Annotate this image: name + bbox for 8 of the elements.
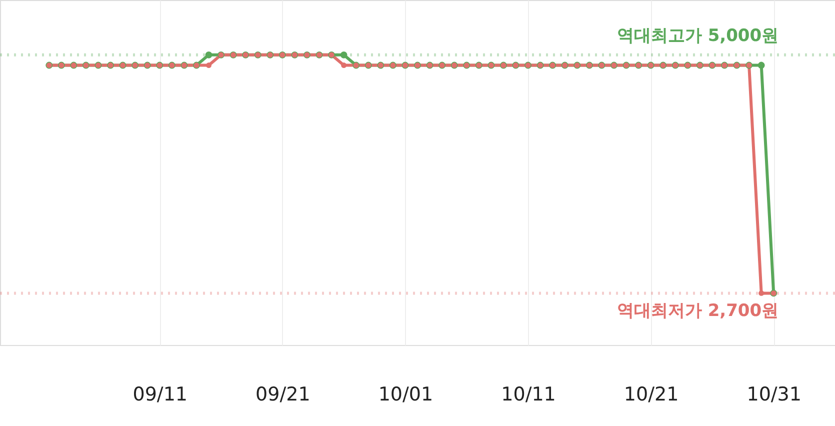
x-tick-label: 10/01 [378, 384, 434, 406]
ref-line-label: 역대최저가 2,700원 [616, 301, 779, 322]
x-tick-label: 10/21 [624, 384, 679, 406]
x-tick-label: 09/21 [256, 384, 310, 406]
x-tick-label: 10/11 [501, 384, 556, 406]
x-tick-label: 09/11 [132, 384, 188, 406]
x-tick-label: 10/31 [746, 384, 802, 406]
ref-line-label: 역대최고가 5,000원 [616, 26, 779, 46]
